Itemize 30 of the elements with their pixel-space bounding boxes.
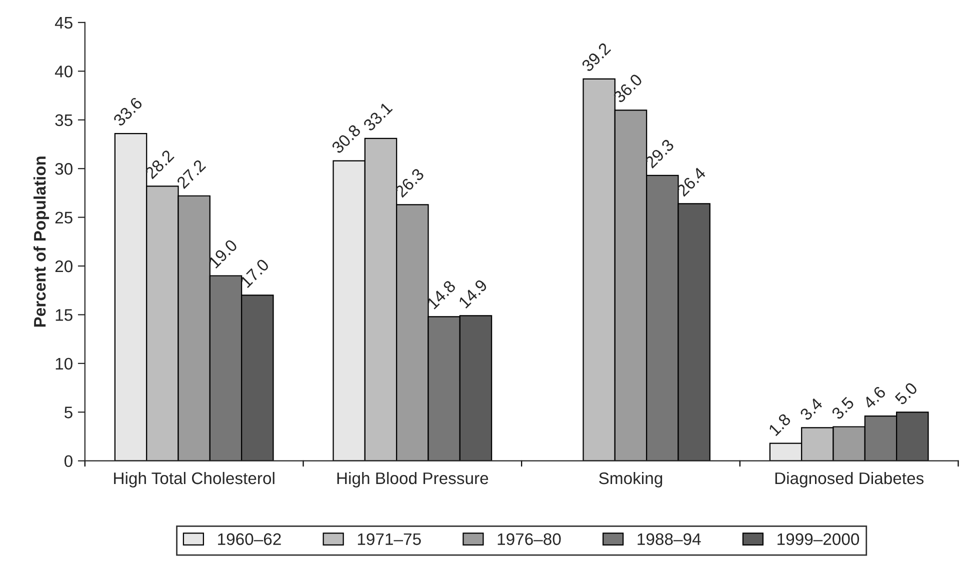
y-tick-label: 40	[54, 66, 72, 78]
y-tick-label: 25	[55, 212, 72, 224]
data-label: 3.4	[799, 397, 824, 422]
y-tick-label: 15	[56, 309, 72, 321]
legend-label: 1960–62	[218, 533, 281, 546]
data-label: 30.8	[330, 124, 362, 154]
y-tick-label: 5	[64, 406, 72, 418]
data-label: 36.0	[612, 73, 643, 104]
data-label: 3.5	[830, 396, 855, 420]
data-label: 4.6	[862, 386, 886, 410]
y-axis-title: Percent of Population	[33, 156, 50, 327]
x-tick-label: Smoking	[599, 472, 662, 488]
data-label: 39.2	[580, 42, 612, 72]
data-label: 33.6	[112, 96, 143, 127]
x-tick-label: Diagnosed Diabetes	[775, 472, 924, 488]
legend-label: 1999–2000	[778, 533, 860, 546]
x-tick-label: High Blood Pressure	[337, 472, 488, 488]
y-tick-label: 20	[55, 260, 72, 272]
y-tick-label: 0	[64, 455, 72, 468]
data-label: 5.0	[894, 382, 918, 406]
data-label: 1.8	[768, 412, 792, 436]
y-tick-label: 45	[54, 17, 72, 29]
y-tick-label: 10	[56, 358, 72, 370]
legend-label: 1976–80	[498, 533, 561, 546]
x-tick-label: High Total Cholesterol	[114, 472, 274, 488]
y-tick-label: 30	[55, 163, 72, 175]
legend-label: 1988–94	[638, 533, 701, 546]
legend-label: 1971–75	[358, 533, 421, 546]
y-tick-label: 35	[55, 114, 72, 126]
data-label: 33.1	[362, 101, 393, 132]
